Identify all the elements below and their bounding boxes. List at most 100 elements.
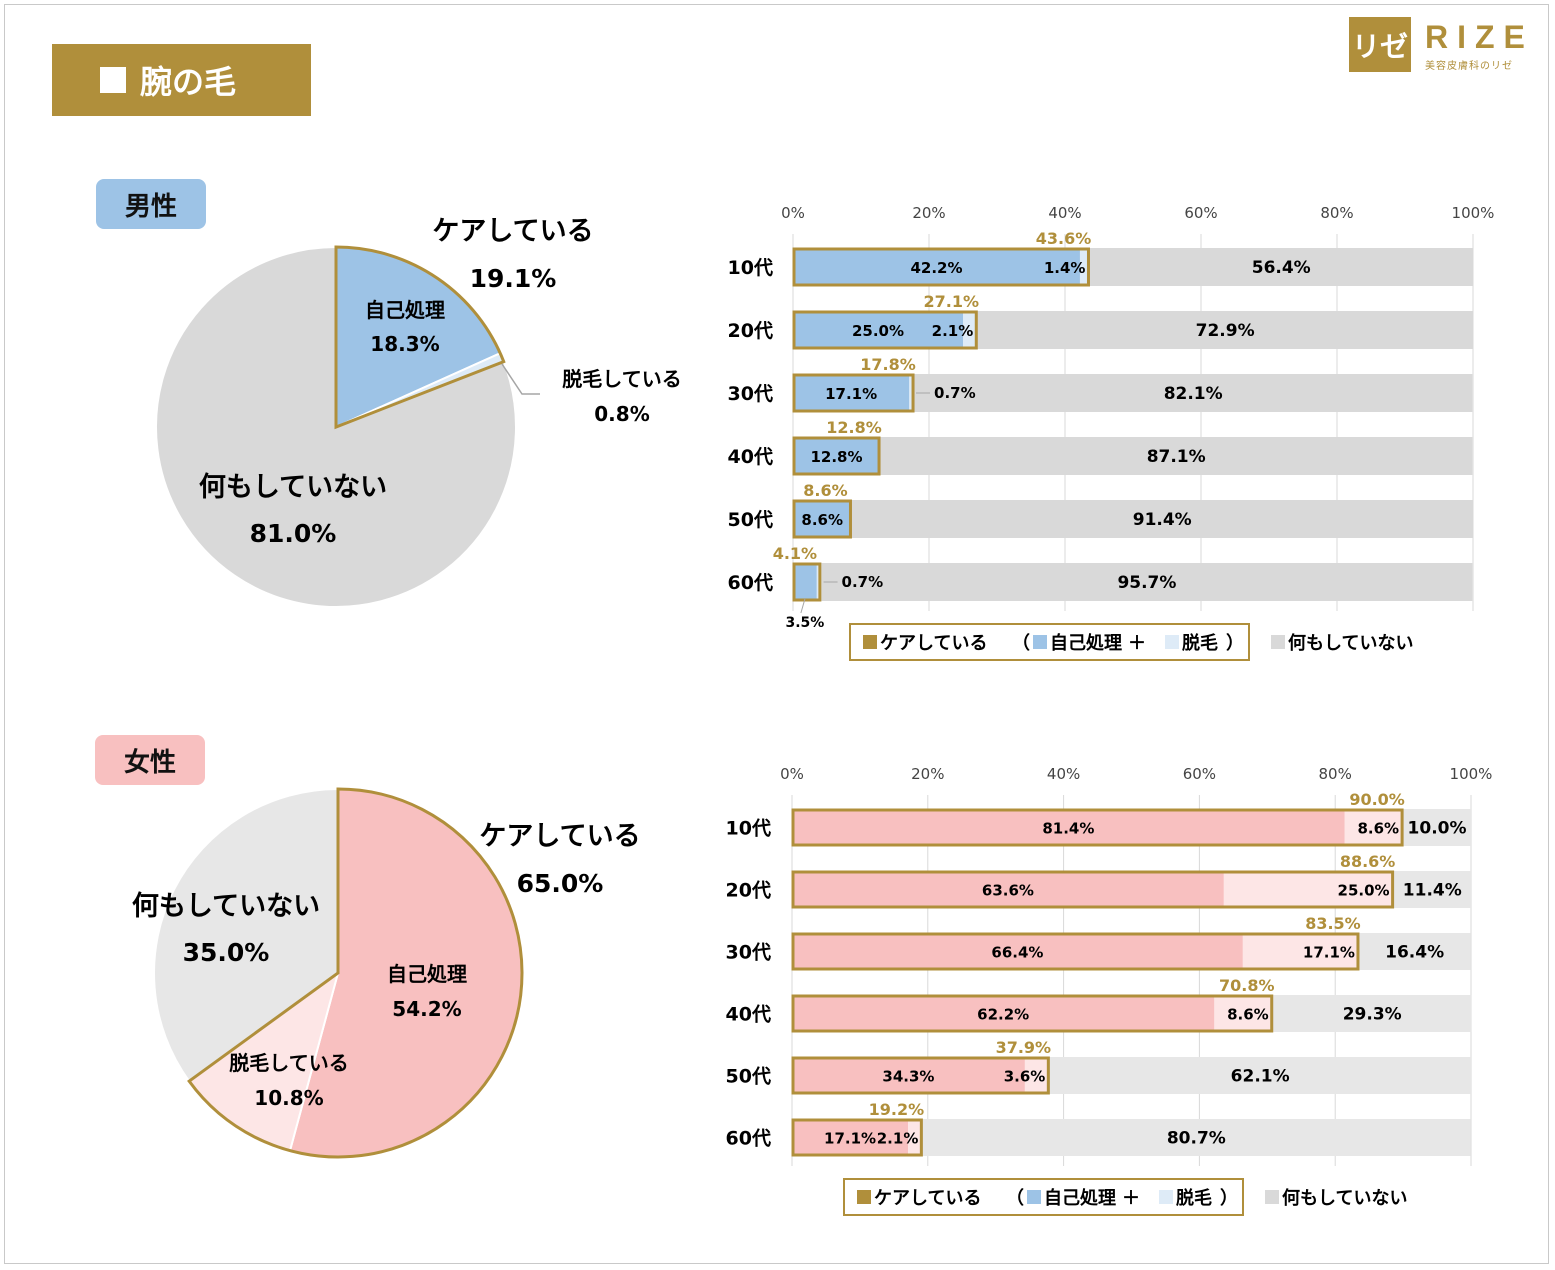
bar-none [821,563,1473,601]
bar-none [880,437,1473,475]
bar-care-outline [792,562,822,602]
care-total-label: 90.0% [1349,790,1405,809]
self-value-label: 12.8% [810,448,862,466]
bar-self [792,871,1224,908]
none-value-label: 87.1% [1147,447,1206,467]
self-value-label: 62.2% [977,1006,1029,1024]
self-value-label: 25.0% [852,322,904,340]
removal-value-label: 3.6% [1004,1068,1046,1086]
care-total-label: 43.6% [1036,229,1092,248]
bar-self [793,563,817,601]
bar-none [1272,995,1472,1032]
bar-self [793,500,852,538]
self-value-label: 42.2% [910,259,962,277]
bar-care-outline [791,1118,923,1157]
bar-removal [1242,933,1359,970]
legend-removal-label: 脱毛 [1176,1187,1212,1209]
none-value-label: 11.4% [1403,881,1462,901]
category-label: 60代 [726,1128,771,1150]
none-value-label: 29.3% [1343,1005,1402,1025]
removal-value-label: 0.7% [934,384,976,402]
category-label: 60代 [728,572,773,594]
removal-leader-line [501,363,540,395]
x-tick-label: 80% [1320,204,1353,222]
square-icon [100,67,126,93]
rize-logo: リゼ RIZE 美容皮膚科のリゼ [1349,17,1549,77]
none-value-label: 10.0% [1408,819,1467,839]
bar-self [793,374,910,412]
self-value-label: 17.1% [824,1130,876,1148]
pie-care-outline [187,787,524,1159]
x-tick-label: 80% [1319,765,1352,783]
bar-self [792,809,1345,846]
pie-care-outline [334,245,506,430]
removal-value-label: 17.1% [1303,944,1355,962]
bar-care-outline [791,808,1404,847]
legend-care-swatch [863,635,877,649]
bar-care-outline [792,499,852,539]
category-label: 50代 [726,1066,771,1088]
bar-none [1403,809,1471,846]
category-label: 40代 [726,1004,771,1026]
none-value-label: 91.4% [1133,510,1192,530]
bar-care-outline [791,994,1274,1033]
bar-care-outline [791,932,1360,971]
pie-value-removal: 10.8% [254,1086,323,1110]
legend-care-label: ケアしている [874,1188,981,1209]
removal-value-label: 2.1% [877,1130,919,1148]
pie-slice-none [153,787,339,1083]
male-label: 男性 [96,179,206,229]
removal-value-label: 1.4% [1044,259,1086,277]
page-frame [4,4,1549,1264]
male-legend: ケアしている （ 自己処理 ＋ 脱毛 ） 何もしていない [849,623,1413,661]
bar-removal [1079,248,1090,286]
legend-none-label: 何もしていない [1288,632,1413,654]
care-total-label: 12.8% [826,418,882,437]
removal-value-label: 2.1% [932,322,974,340]
pie-value-removal: 0.8% [594,402,649,426]
bar-care-outline [791,1056,1050,1095]
category-label: 30代 [726,942,771,964]
legend-care-frame [849,623,1250,661]
female-pie-chart: ケアしている 65.0% 自己処理 54.2% 脱毛している 10.8% 何もし… [132,787,641,1159]
bar-none [977,311,1473,349]
legend-care-frame [843,1178,1244,1216]
page-title: 腕の毛 [52,44,311,116]
bar-none [1089,248,1473,286]
x-tick-label: 20% [912,204,945,222]
pie-value-none: 35.0% [183,938,270,967]
male-pie-chart: ケアしている 19.1% 自己処理 18.3% 脱毛している 0.8% 何もして… [155,216,682,608]
self-value-label: 81.4% [1042,820,1094,838]
self-value-label: 17.1% [825,385,877,403]
bar-care-outline [792,436,881,476]
self-value-label: 66.4% [991,944,1043,962]
care-total-label: 83.5% [1305,914,1361,933]
legend-plus: ＋ [1128,633,1146,654]
legend-removal-label: 脱毛 [1182,632,1218,654]
none-value-label: 82.1% [1164,384,1223,404]
self-value-label: 3.5% [785,615,824,631]
self-value-label: 8.6% [801,511,843,529]
legend-none-label: 何もしていない [1282,1187,1407,1209]
care-total-label: 19.2% [869,1100,925,1119]
pie-label-self: 自己処理 [387,962,467,986]
logo-brand: RIZE [1425,19,1534,55]
bar-care-outline [792,247,1090,287]
bar-removal [908,1119,923,1156]
bar-none [1358,933,1471,970]
care-total-label: 70.8% [1219,976,1275,995]
legend-self-swatch [1033,635,1047,649]
none-value-label: 16.4% [1385,943,1444,963]
self-value-label: 63.6% [982,882,1034,900]
care-total-label: 27.1% [924,292,980,311]
none-value-label: 62.1% [1231,1067,1290,1087]
bar-self [793,437,881,475]
legend-paren-close: ） [1226,633,1244,654]
self-value-label: 34.3% [882,1068,934,1086]
legend-removal-swatch [1159,1190,1173,1204]
bar-none [1049,1057,1471,1094]
female-bar-chart: 0% 20% 40% 60% 80% 100% 10代 20代 30代 40代 50代 60代 90.0… [726,765,1492,1216]
category-label: 20代 [728,320,773,342]
category-label: 10代 [726,818,771,840]
pie-label-removal: 脱毛している [562,367,681,391]
